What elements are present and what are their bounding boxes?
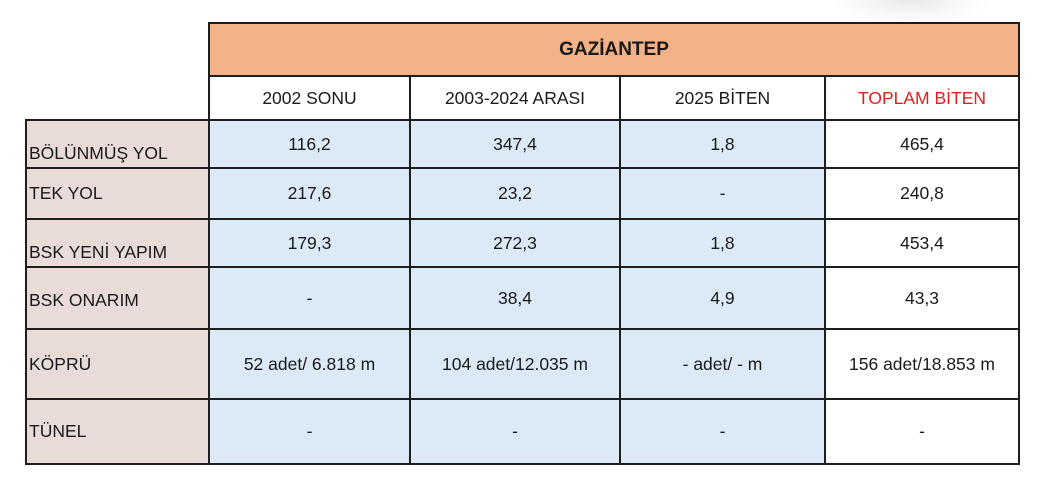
row-label: KÖPRÜ — [25, 328, 210, 400]
cell-value: 1,8 — [619, 218, 826, 268]
cell-value: - — [409, 398, 621, 465]
cell-value: 116,2 — [208, 119, 411, 169]
row-label: BÖLÜNMÜŞ YOL — [25, 119, 210, 169]
column-header-row: 2002 SONU 2003-2024 ARASI 2025 BİTEN TOP… — [26, 75, 1020, 121]
row-label: BSK YENİ YAPIM — [25, 218, 210, 268]
cell-value: - — [208, 398, 411, 465]
row-label: TÜNEL — [25, 398, 210, 465]
row-label: TEK YOL — [25, 167, 210, 220]
title-row: GAZİANTEP — [26, 22, 1020, 77]
column-header-2002: 2002 SONU — [208, 75, 411, 121]
table-title: GAZİANTEP — [208, 22, 1020, 77]
row-label: BSK ONARIM — [25, 266, 210, 330]
cell-value: 52 adet/ 6.818 m — [208, 328, 411, 400]
gaziantep-road-stats-table: GAZİANTEP 2002 SONU 2003-2024 ARASI 2025… — [25, 22, 1020, 465]
table-row: BÖLÜNMÜŞ YOL 116,2 347,4 1,8 465,4 — [25, 119, 1020, 169]
cell-value: 179,3 — [208, 218, 411, 268]
table-row: TEK YOL 217,6 23,2 - 240,8 — [25, 167, 1020, 220]
cell-value: 272,3 — [409, 218, 621, 268]
cell-value: 217,6 — [208, 167, 411, 220]
column-header-2025: 2025 BİTEN — [619, 75, 826, 121]
cell-value: - adet/ - m — [619, 328, 826, 400]
cell-value: - — [619, 167, 826, 220]
table-row: BSK ONARIM - 38,4 4,9 43,3 — [25, 266, 1020, 330]
corner-blank — [26, 23, 209, 76]
cell-value-total: 465,4 — [824, 119, 1020, 169]
table-row: BSK YENİ YAPIM 179,3 272,3 1,8 453,4 — [25, 218, 1020, 268]
cell-value: 38,4 — [409, 266, 621, 330]
cell-value: 23,2 — [409, 167, 621, 220]
cell-value: 4,9 — [619, 266, 826, 330]
cell-value: - — [208, 266, 411, 330]
corner-blank — [26, 76, 209, 120]
column-header-total: TOPLAM BİTEN — [824, 75, 1020, 121]
column-header-2003-2024: 2003-2024 ARASI — [409, 75, 621, 121]
cell-value-total: 240,8 — [824, 167, 1020, 220]
cell-value: 1,8 — [619, 119, 826, 169]
table-row: KÖPRÜ 52 adet/ 6.818 m 104 adet/12.035 m… — [25, 328, 1020, 400]
table-row: TÜNEL - - - - — [25, 398, 1020, 465]
cell-value: 104 adet/12.035 m — [409, 328, 621, 400]
cell-value-total: 156 adet/18.853 m — [824, 328, 1020, 400]
cell-value-total: - — [824, 398, 1020, 465]
cell-value-total: 43,3 — [824, 266, 1020, 330]
cell-value: 347,4 — [409, 119, 621, 169]
cell-value-total: 453,4 — [824, 218, 1020, 268]
cell-value: - — [619, 398, 826, 465]
